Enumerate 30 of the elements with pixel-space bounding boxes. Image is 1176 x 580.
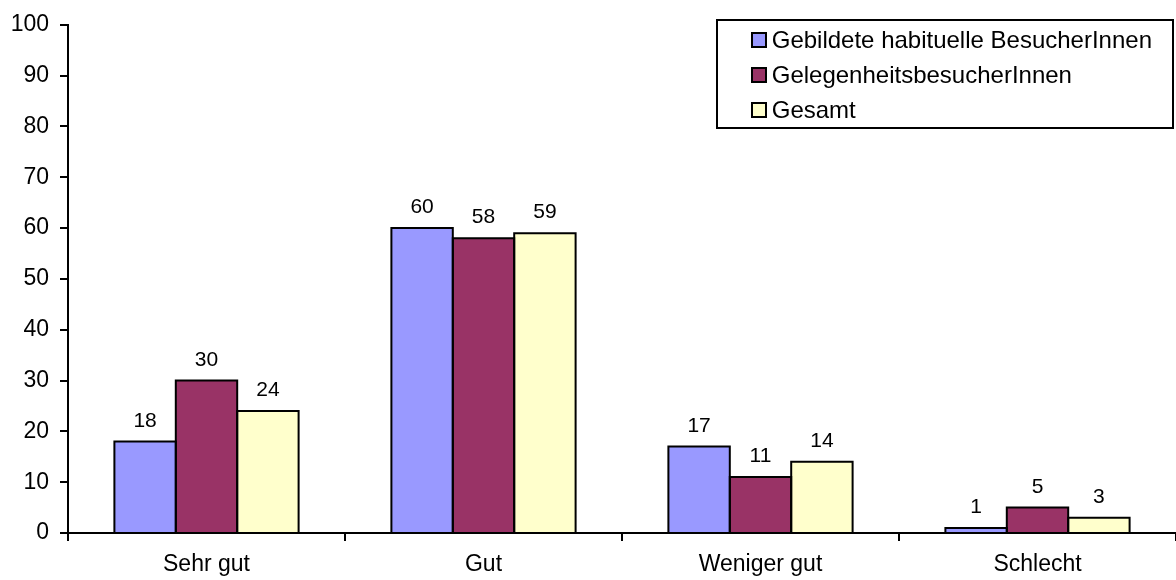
data-label: 60 bbox=[410, 194, 434, 218]
data-label: 1 bbox=[970, 493, 982, 517]
legend-label: GelegenheitsbesucherInnen bbox=[771, 60, 1072, 89]
data-label: 58 bbox=[471, 204, 496, 228]
data-label: 59 bbox=[533, 199, 557, 223]
y-tick-label: 80 bbox=[23, 111, 49, 138]
data-label: 30 bbox=[194, 346, 219, 370]
x-tick-label: Sehr gut bbox=[163, 550, 251, 577]
x-tick-label: Gut bbox=[464, 550, 503, 577]
data-label: 14 bbox=[810, 427, 834, 451]
data-label: 5 bbox=[1031, 473, 1044, 497]
data-label: 18 bbox=[133, 407, 157, 431]
x-tick-label: Schlecht bbox=[993, 550, 1083, 577]
legend-label: Gebildete habituelle BesucherInnen bbox=[771, 25, 1152, 54]
data-label: 24 bbox=[256, 377, 280, 401]
y-tick-label: 10 bbox=[23, 467, 49, 494]
y-tick-label: 90 bbox=[23, 60, 49, 87]
y-tick-label: 20 bbox=[23, 416, 49, 443]
x-tick-label: Weniger gut bbox=[698, 550, 823, 577]
y-tick-label: 40 bbox=[23, 315, 49, 342]
y-tick-label: 30 bbox=[23, 365, 49, 392]
legend-label: Gesamt bbox=[771, 95, 856, 124]
data-label: 17 bbox=[687, 412, 711, 436]
y-tick-label: 0 bbox=[36, 518, 49, 545]
data-label: 11 bbox=[749, 443, 772, 467]
y-tick-label: 70 bbox=[23, 162, 49, 189]
y-tick-label: 50 bbox=[23, 264, 49, 291]
y-tick-label: 100 bbox=[10, 10, 49, 37]
data-label: 3 bbox=[1093, 483, 1105, 507]
y-tick-label: 60 bbox=[23, 213, 49, 240]
